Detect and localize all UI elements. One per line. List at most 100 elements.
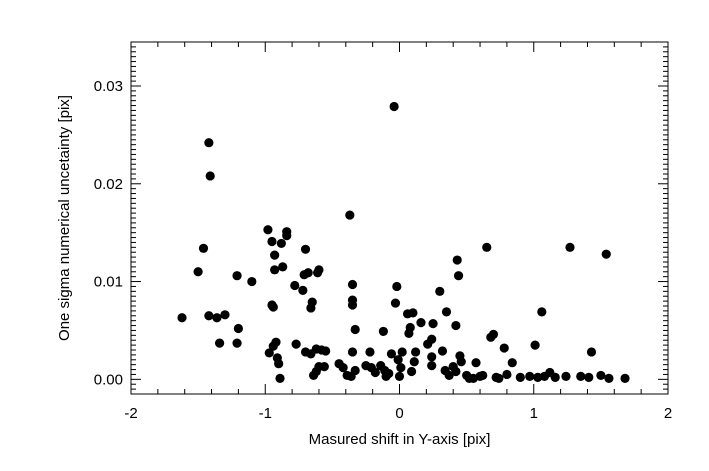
plot-frame <box>130 41 669 395</box>
data-point <box>247 276 257 287</box>
data-point <box>347 279 358 290</box>
data-point <box>298 285 308 295</box>
data-point <box>264 348 274 358</box>
data-point <box>452 255 462 265</box>
data-point <box>233 323 243 334</box>
data-point <box>394 371 405 381</box>
data-point <box>378 326 388 337</box>
data-point <box>392 281 402 292</box>
data-point <box>530 340 540 350</box>
data-point <box>290 280 300 291</box>
axis-ticks <box>130 42 669 395</box>
data-point <box>347 347 358 357</box>
data-point <box>515 372 525 382</box>
data-point <box>437 346 448 356</box>
x-tick-label: 0 <box>395 405 403 422</box>
data-point <box>396 363 406 373</box>
data-point <box>404 328 414 338</box>
data-point <box>205 171 215 181</box>
y-tick-label: 0.03 <box>94 78 123 95</box>
data-point <box>427 334 437 344</box>
data-point <box>390 298 401 308</box>
data-point <box>427 361 437 371</box>
data-point <box>488 329 499 339</box>
data-point <box>478 370 488 381</box>
data-point <box>502 369 512 380</box>
data-point <box>482 242 492 252</box>
data-point <box>533 372 543 382</box>
data-point <box>268 302 278 312</box>
data-point <box>198 243 209 253</box>
x-tick-label: 2 <box>664 405 672 422</box>
data-point <box>427 352 437 362</box>
y-tick-label: 0.02 <box>94 176 123 193</box>
data-point <box>393 355 403 365</box>
data-point <box>270 265 280 275</box>
data-point <box>276 238 286 249</box>
data-point <box>471 358 481 368</box>
data-point <box>278 262 288 272</box>
data-point <box>274 359 284 369</box>
data-point <box>306 303 316 313</box>
y-tick-label: 0.01 <box>94 274 123 291</box>
data-point <box>537 307 547 317</box>
data-point <box>177 313 187 323</box>
data-point <box>386 349 397 359</box>
data-point <box>347 300 358 310</box>
data-point <box>435 286 445 296</box>
data-point <box>451 320 461 331</box>
data-point <box>275 373 285 383</box>
data-point <box>345 210 355 220</box>
x-tick-label: -1 <box>259 405 272 422</box>
data-point <box>204 311 214 321</box>
data-point <box>365 347 375 357</box>
data-point <box>232 338 242 348</box>
data-point <box>212 313 222 323</box>
data-point <box>397 347 407 357</box>
data-point <box>451 366 461 377</box>
data-point <box>300 244 311 254</box>
y-axis-title: One sigma numerical uncetainty [pix] <box>56 95 73 341</box>
data-point <box>282 231 292 241</box>
data-point <box>291 339 301 349</box>
x-axis-title: Masured shift in Y-axis [pix] <box>309 431 491 448</box>
data-point <box>299 270 309 280</box>
x-tick-label: 1 <box>530 405 538 422</box>
data-point <box>319 362 329 372</box>
data-point <box>338 363 348 373</box>
data-point <box>321 346 331 356</box>
data-point <box>350 324 360 335</box>
data-point <box>550 372 560 382</box>
data-point <box>313 268 323 278</box>
data-point <box>576 371 586 381</box>
data-point <box>308 370 319 381</box>
data-point <box>601 249 611 259</box>
data-point <box>499 343 509 353</box>
data-point <box>507 358 517 368</box>
data-point <box>263 225 273 235</box>
data-point <box>232 271 242 281</box>
tick-labels: -2 -1 0 1 2 0.00 0.01 0.02 0.03 <box>94 78 672 422</box>
data-point <box>561 371 571 381</box>
data-point <box>204 138 214 148</box>
data-point <box>350 365 360 376</box>
data-point <box>408 308 418 318</box>
data-point <box>620 373 630 383</box>
data-point <box>565 242 575 252</box>
data-point <box>389 101 399 112</box>
data-point <box>406 366 417 377</box>
data-point <box>586 347 597 357</box>
data-point <box>220 310 230 320</box>
data-points <box>177 101 630 383</box>
data-point <box>411 347 421 357</box>
x-tick-label: -2 <box>124 405 137 422</box>
data-point <box>584 372 594 382</box>
data-point <box>271 337 281 347</box>
data-point <box>215 338 225 348</box>
data-point <box>370 367 380 378</box>
data-point <box>456 357 466 367</box>
data-point <box>525 371 535 381</box>
data-point <box>270 250 280 260</box>
data-point <box>384 368 394 379</box>
